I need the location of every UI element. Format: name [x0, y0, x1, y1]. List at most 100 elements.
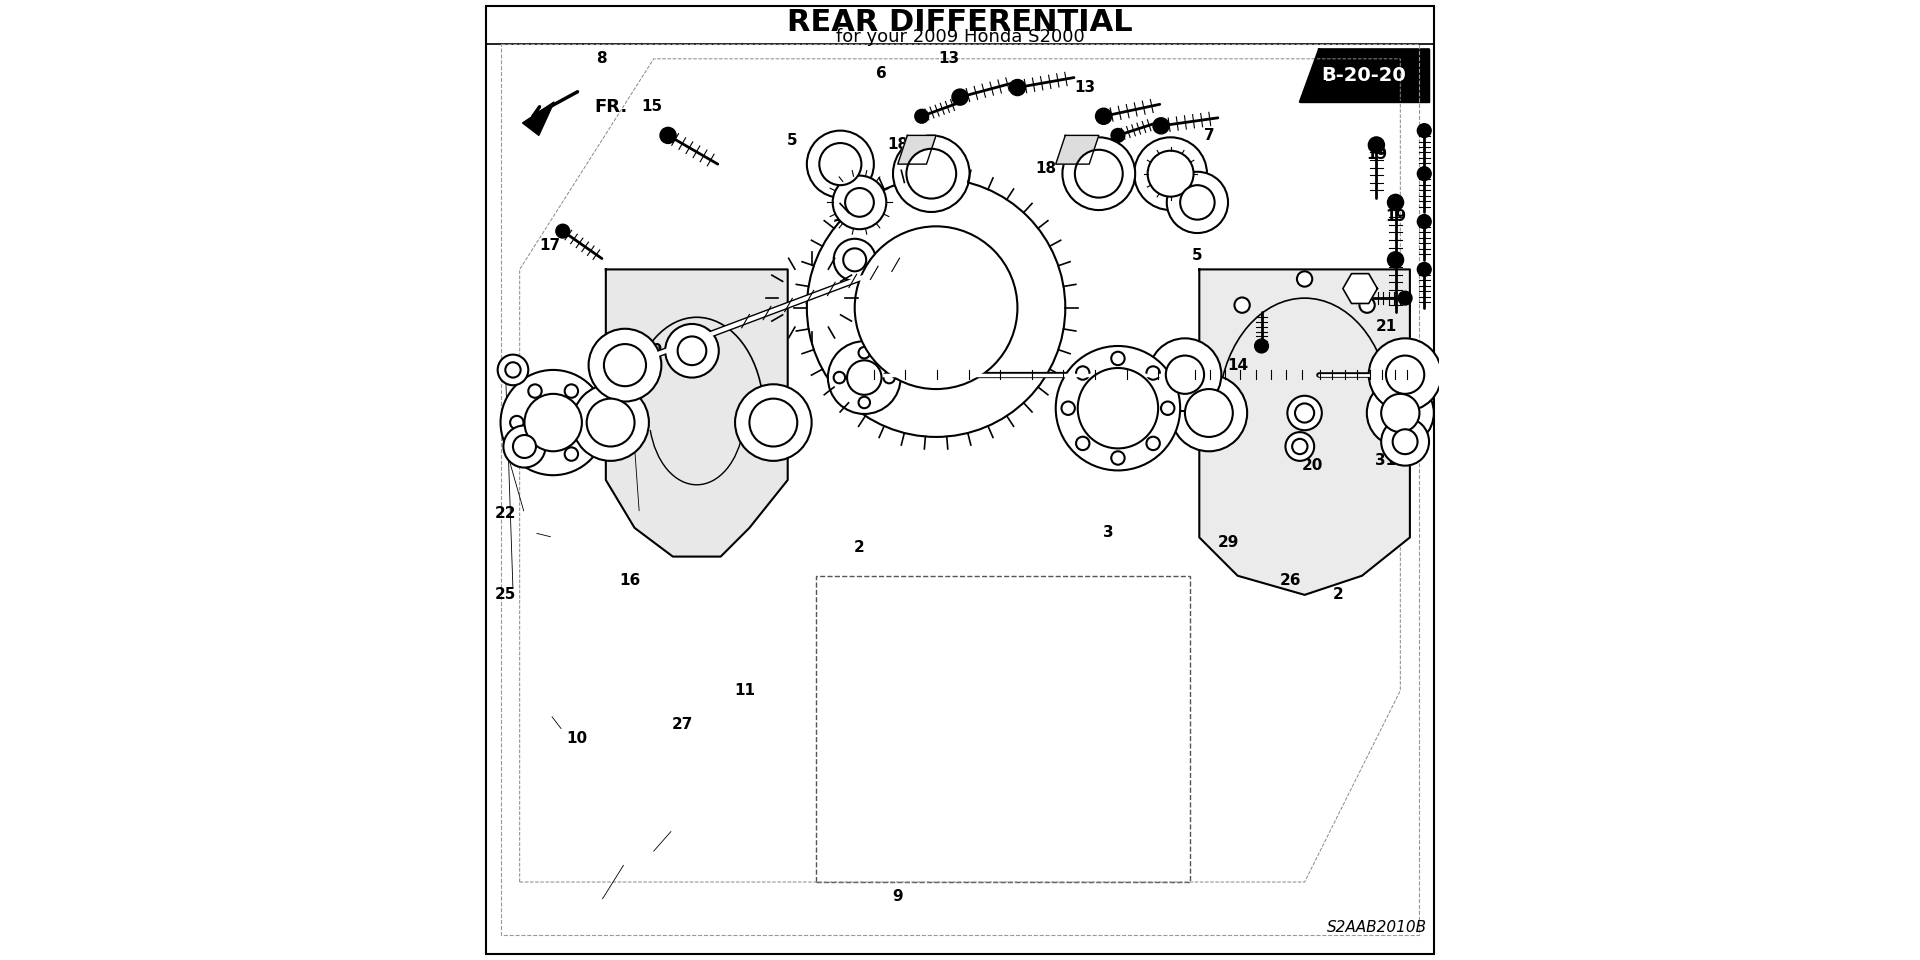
Text: 19: 19: [1317, 80, 1338, 95]
Circle shape: [843, 249, 866, 272]
Polygon shape: [1342, 274, 1377, 303]
Circle shape: [678, 336, 707, 365]
Circle shape: [1369, 137, 1384, 153]
Polygon shape: [1056, 135, 1098, 164]
Text: 25: 25: [495, 588, 516, 602]
Text: 29: 29: [954, 344, 975, 358]
Circle shape: [564, 447, 578, 461]
Text: 7: 7: [1204, 128, 1213, 143]
Circle shape: [1294, 403, 1313, 422]
Text: 5: 5: [1192, 248, 1202, 262]
Circle shape: [972, 256, 987, 272]
Text: 6: 6: [1096, 171, 1108, 186]
Text: 24: 24: [1350, 276, 1371, 291]
Circle shape: [1112, 129, 1125, 142]
Text: 6: 6: [876, 65, 887, 81]
Circle shape: [914, 109, 929, 123]
Circle shape: [833, 176, 887, 229]
Text: 3: 3: [1104, 525, 1114, 540]
Circle shape: [664, 324, 718, 377]
Circle shape: [833, 239, 876, 281]
Text: 18: 18: [1035, 161, 1056, 177]
Circle shape: [1292, 439, 1308, 454]
Circle shape: [1359, 298, 1375, 313]
Circle shape: [524, 394, 582, 451]
Circle shape: [866, 300, 881, 315]
Circle shape: [1392, 429, 1417, 454]
Circle shape: [858, 396, 870, 408]
Polygon shape: [899, 135, 937, 164]
Circle shape: [1286, 432, 1313, 461]
Polygon shape: [1200, 270, 1409, 595]
Text: 1: 1: [528, 420, 540, 435]
Circle shape: [1417, 124, 1430, 137]
Circle shape: [854, 227, 1018, 389]
Circle shape: [497, 354, 528, 385]
Circle shape: [557, 225, 570, 238]
Circle shape: [1367, 379, 1434, 446]
Circle shape: [1010, 80, 1025, 96]
Circle shape: [511, 416, 524, 429]
Text: for your 2009 Honda S2000: for your 2009 Honda S2000: [835, 28, 1085, 46]
Circle shape: [1380, 418, 1428, 466]
Bar: [816, 576, 1190, 882]
Circle shape: [1386, 355, 1425, 394]
Text: 12: 12: [829, 300, 851, 315]
Circle shape: [991, 300, 1006, 315]
Circle shape: [1167, 172, 1229, 233]
Text: 19: 19: [1365, 147, 1386, 162]
Circle shape: [1146, 437, 1160, 450]
Circle shape: [1171, 374, 1248, 451]
Circle shape: [929, 238, 945, 253]
Circle shape: [1077, 368, 1158, 448]
Text: 27: 27: [672, 716, 693, 732]
Circle shape: [806, 131, 874, 198]
Circle shape: [605, 344, 645, 386]
Circle shape: [1112, 351, 1125, 365]
Text: 31: 31: [1175, 204, 1196, 220]
Circle shape: [528, 384, 541, 397]
Text: 8: 8: [595, 51, 607, 66]
Circle shape: [1075, 367, 1089, 380]
Circle shape: [833, 372, 845, 383]
Text: 26: 26: [956, 410, 979, 425]
Text: 21: 21: [1375, 320, 1396, 334]
Circle shape: [1165, 355, 1204, 394]
Text: 2: 2: [854, 540, 864, 555]
Circle shape: [847, 360, 881, 395]
Circle shape: [1075, 150, 1123, 198]
Text: 16: 16: [618, 573, 641, 588]
Circle shape: [1235, 298, 1250, 313]
Circle shape: [1075, 437, 1089, 450]
FancyArrowPatch shape: [534, 92, 578, 116]
Circle shape: [1185, 389, 1233, 437]
Circle shape: [828, 341, 900, 414]
Circle shape: [1288, 396, 1321, 430]
Circle shape: [1196, 366, 1212, 381]
Circle shape: [1369, 338, 1442, 411]
Text: 10: 10: [566, 731, 588, 746]
Circle shape: [1162, 401, 1175, 415]
Circle shape: [1181, 185, 1215, 220]
Circle shape: [1380, 394, 1419, 432]
Circle shape: [588, 398, 634, 446]
Text: 13: 13: [939, 51, 960, 66]
Circle shape: [564, 384, 578, 397]
Circle shape: [1417, 262, 1430, 276]
Circle shape: [1417, 167, 1430, 180]
Circle shape: [858, 347, 870, 358]
Circle shape: [505, 362, 520, 377]
Circle shape: [952, 89, 968, 106]
Circle shape: [1148, 151, 1194, 197]
Text: 22: 22: [495, 506, 516, 521]
Text: S2AAB2010B: S2AAB2010B: [1327, 921, 1427, 935]
Circle shape: [1096, 108, 1112, 124]
Text: 19: 19: [1384, 209, 1405, 225]
Polygon shape: [607, 270, 787, 557]
Circle shape: [501, 370, 607, 475]
Circle shape: [893, 135, 970, 212]
Circle shape: [972, 344, 987, 359]
Circle shape: [885, 256, 900, 272]
Text: 18: 18: [1194, 209, 1215, 225]
Text: 18: 18: [887, 137, 908, 153]
